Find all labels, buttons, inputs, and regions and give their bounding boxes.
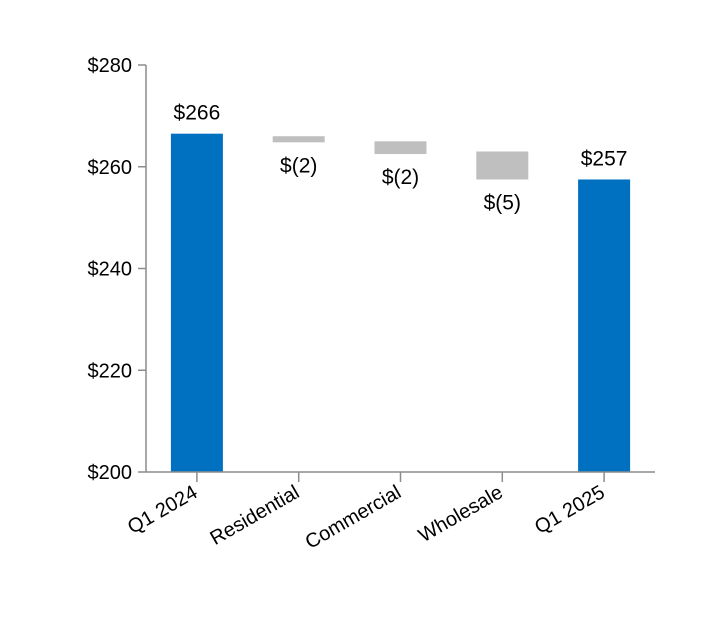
total-bar	[170, 133, 223, 472]
x-category-label: Wholesale	[415, 481, 507, 547]
delta-bar	[374, 141, 427, 155]
data-label: $(2)	[280, 154, 317, 177]
data-labels: $266 $(2) $(2) $(5) $257	[174, 102, 628, 215]
chart-bars	[170, 133, 631, 472]
x-category-label: Commercial	[302, 481, 405, 553]
y-axis-ticks: $200 $220 $240 $260 $280	[88, 55, 146, 484]
x-category-label: Q1 2024	[124, 481, 201, 538]
data-label: $(2)	[382, 166, 419, 189]
y-tick-label: $260	[88, 157, 133, 179]
y-tick-label: $280	[88, 55, 133, 77]
data-label: $266	[174, 102, 221, 125]
delta-bar	[476, 151, 529, 180]
data-label: $(5)	[484, 191, 521, 214]
total-bar	[578, 179, 631, 472]
y-tick-label: $200	[88, 462, 133, 484]
y-tick-label: $240	[88, 259, 133, 281]
data-label: $257	[581, 147, 628, 170]
delta-bar	[272, 136, 325, 143]
y-tick-label: $220	[88, 360, 133, 382]
x-category-label: Residential	[207, 481, 304, 550]
x-category-label: Q1 2025	[531, 481, 608, 538]
